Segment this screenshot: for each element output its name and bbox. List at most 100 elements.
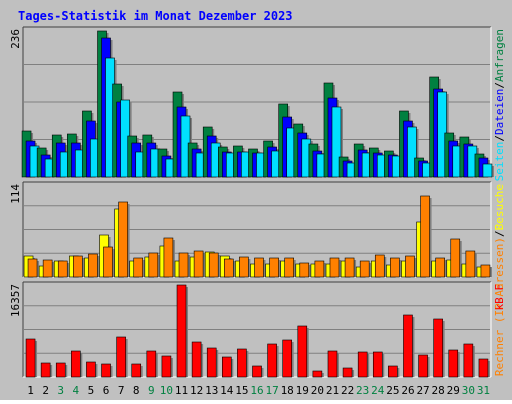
x-tick-label: 5 <box>88 384 95 397</box>
legend-item-2: Rechner (IP-Adressen) <box>493 237 506 376</box>
legend-item-1: Anfragen <box>493 29 506 82</box>
x-tick-label: 24 <box>371 384 385 397</box>
x-tick-label: 21 <box>326 384 339 397</box>
y-max-label: 16357 <box>9 284 22 317</box>
bar-3-0-20 <box>312 370 323 378</box>
bar-2-1-18 <box>284 257 294 278</box>
bar-2-1-17 <box>269 257 279 278</box>
legend-item-1: kB F <box>493 284 506 311</box>
legend-separator: / <box>493 82 506 89</box>
bar-3-0-23 <box>357 351 368 378</box>
bar-2-1-25 <box>390 257 400 278</box>
legend-separator: / <box>493 135 506 142</box>
bar-3-0-31 <box>478 358 489 378</box>
bar-2-1-3 <box>57 260 68 278</box>
bar-3-0-11 <box>176 284 187 378</box>
x-tick-label: 1 <box>27 384 34 397</box>
bar-3-0-22 <box>342 367 353 378</box>
bar-3-0-19 <box>297 325 308 378</box>
bar-3-0-16 <box>252 365 262 378</box>
legend-separator: / <box>493 230 506 237</box>
bar-2-1-19 <box>299 262 310 278</box>
x-tick-label: 18 <box>281 384 294 397</box>
bar-3-0-10 <box>161 355 172 378</box>
bar-3-0-15 <box>237 348 247 378</box>
legend-item-2: Dateien <box>493 89 506 135</box>
x-tick-label: 26 <box>401 384 414 397</box>
chart-panel-2: 114 Rechner (IP-Adressen)/Besuche <box>9 181 506 376</box>
bar-2-1-24 <box>374 254 385 278</box>
bar-2-1-11 <box>178 252 189 278</box>
x-tick-label: 17 <box>265 384 278 397</box>
bar-3-0-26 <box>403 314 413 378</box>
x-tick-label: 8 <box>133 384 140 397</box>
bar-3-0-29 <box>448 349 459 378</box>
x-tick-label: 3 <box>57 384 64 397</box>
bar-3-0-1 <box>25 338 36 378</box>
legend-item-1: Besuche <box>493 184 506 230</box>
x-tick-label: 7 <box>118 384 125 397</box>
x-tick-label: 14 <box>220 384 234 397</box>
bar-3-0-28 <box>433 318 443 378</box>
x-tick-label: 12 <box>190 384 203 397</box>
bar-2-1-7 <box>118 201 128 278</box>
bar-2-1-31 <box>480 264 491 278</box>
bar-3-0-5 <box>86 361 96 378</box>
series-legend: Rechner (IP-Adressen)/Besuche <box>493 184 506 376</box>
bar-2-1-27 <box>420 195 430 278</box>
x-tick-label: 20 <box>311 384 324 397</box>
bar-2-1-26 <box>405 255 415 278</box>
bar-2-1-5 <box>88 253 98 278</box>
chart-title: Tages-Statistik im Monat Dezember 2023 <box>18 9 293 23</box>
bar-3-0-3 <box>55 362 66 378</box>
x-tick-label: 9 <box>148 384 155 397</box>
x-tick-label: 23 <box>356 384 369 397</box>
bar-2-1-28 <box>435 257 445 278</box>
legend-item-3: Seiten <box>493 142 506 182</box>
series-legend: kB F <box>493 284 506 311</box>
x-tick-label: 10 <box>160 384 173 397</box>
bar-3-0-27 <box>418 354 428 378</box>
bar-2-1-23 <box>359 260 370 278</box>
bar-3-0-24 <box>372 351 383 378</box>
bar-3-0-12 <box>191 341 202 378</box>
bar-2-1-2 <box>42 259 53 278</box>
x-tick-label: 27 <box>416 384 429 397</box>
bar-2-1-8 <box>133 257 144 278</box>
bar-3-0-25 <box>388 365 398 378</box>
bar-2-1-22 <box>344 257 355 278</box>
bar-2-1-14 <box>224 258 234 278</box>
bar-2-1-6 <box>103 246 113 278</box>
bar-3-0-8 <box>131 363 142 378</box>
x-tick-label: 13 <box>205 384 218 397</box>
chart-panel-3: 16357 kB F <box>9 281 506 378</box>
bar-2-1-30 <box>465 250 476 278</box>
bar-3-0-30 <box>463 343 474 378</box>
bar-2-1-21 <box>329 257 340 278</box>
x-tick-label: 11 <box>175 384 188 397</box>
bar-3-0-14 <box>222 356 232 378</box>
x-tick-label: 28 <box>432 384 445 397</box>
x-tick-label: 22 <box>341 384 354 397</box>
bar-3-0-17 <box>267 343 277 378</box>
bar-3-0-6 <box>101 363 111 378</box>
bar-3-0-18 <box>282 339 292 378</box>
bar-3-0-2 <box>40 362 51 378</box>
series-legend: Seiten/Dateien/Anfragen <box>493 29 506 181</box>
bar-3-0-4 <box>71 350 81 378</box>
y-max-label: 114 <box>9 184 22 204</box>
bar-3-0-13 <box>206 347 217 378</box>
bar-2-1-10 <box>163 237 174 278</box>
bar-3-0-21 <box>327 350 338 378</box>
bar-2-1-16 <box>254 257 264 278</box>
bar-3-0-7 <box>116 336 126 378</box>
bar-2-1-15 <box>239 256 249 278</box>
x-tick-label: 29 <box>447 384 460 397</box>
y-max-label: 236 <box>9 29 22 49</box>
bar-2-1-20 <box>314 260 325 278</box>
bar-2-1-29 <box>450 238 461 278</box>
